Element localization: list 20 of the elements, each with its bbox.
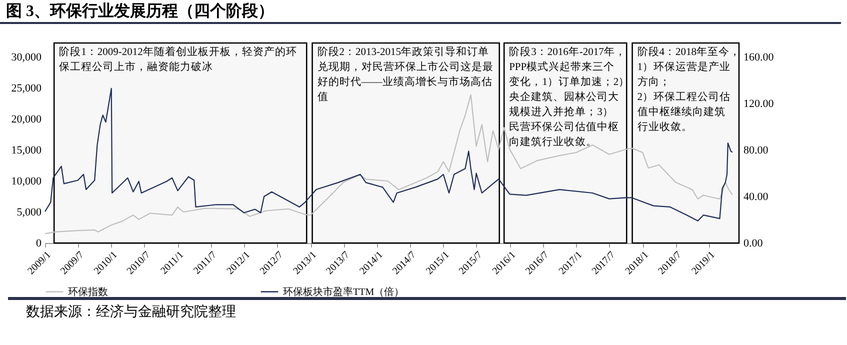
- y2-tick-label: 120.00: [744, 98, 774, 110]
- y-tick-label: 25,000: [11, 82, 42, 94]
- y2-tick-label: 80.00: [744, 144, 769, 156]
- y-tick-label: 5,000: [16, 206, 42, 218]
- band-label: 阶段4：2018年至今， 1）环保运营是产业方向； 2）环保工程公司估值中枢继续向建筑行业收敛。: [637, 46, 741, 133]
- y-tick-label: 20,000: [11, 114, 42, 126]
- chart-title: 图 3、环保行业发展历程（四个阶段）: [0, 0, 841, 24]
- y-tick-label: 15,000: [11, 144, 42, 156]
- y2-tick-label: 0.00: [744, 238, 764, 250]
- y2-tick-label: 160.00: [744, 52, 774, 64]
- y-tick-label: 30,000: [11, 52, 42, 64]
- y-tick-label: 10,000: [11, 176, 42, 188]
- source-note: 数据来源：经济与金融研究院整理: [8, 297, 846, 321]
- band-label: 阶段1：2009-2012年随着创业板开板，轻资产的环保工程公司上市，融资能力破冰: [59, 45, 297, 73]
- band-label: 阶段3：2016年-2017年，PPP模式兴起带来三个变化，1）订单加速；2）央企建筑、园林公司大规模进入并抢单；3）民营环保公司估值中枢向建筑行业收敛。: [509, 46, 630, 148]
- legend-label: 环保板块市盈率TTM（倍）: [283, 286, 404, 298]
- y-tick-label: 0: [36, 238, 42, 250]
- band-label: 阶段2：2013-2015年政策引导和订单兑现期，对民营环保上市公司这是最好的时代——业绩高增长与市场高估值: [317, 45, 494, 103]
- y2-tick-label: 40.00: [744, 191, 769, 203]
- legend-label: 环保指数: [68, 286, 108, 298]
